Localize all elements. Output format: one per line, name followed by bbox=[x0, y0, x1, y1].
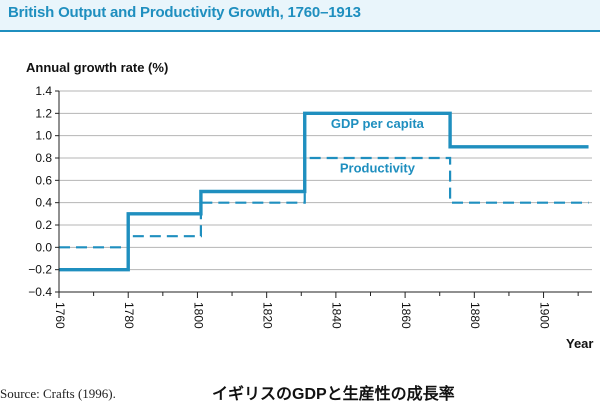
gdp-per-capita-line bbox=[59, 111, 589, 272]
y-tick-label: 1.2 bbox=[35, 106, 52, 120]
y-axis-label: Annual growth rate (%) bbox=[26, 60, 168, 75]
x-tick-label: 1760 bbox=[53, 302, 67, 329]
y-tick-label: −0.2 bbox=[28, 263, 52, 277]
title-bar: British Output and Productivity Growth, … bbox=[0, 0, 600, 32]
x-tick-label: 1860 bbox=[399, 302, 413, 329]
y-tick-label: 1.0 bbox=[35, 129, 52, 143]
series-layer: GDP per capita Productivity bbox=[59, 111, 589, 272]
x-tick-label: 1780 bbox=[122, 302, 136, 329]
gdp-per-capita-label: GDP per capita bbox=[331, 116, 425, 131]
x-tick-label: 1840 bbox=[330, 302, 344, 329]
grid-layer bbox=[59, 90, 592, 293]
y-tick-label: 0.8 bbox=[35, 151, 52, 165]
x-tick-label: 1880 bbox=[468, 302, 482, 329]
x-tick-label: 1820 bbox=[260, 302, 274, 329]
x-tick-label: 1800 bbox=[191, 302, 205, 329]
chart-area: GDP per capita Productivity −0.4 −0.2 0.0 0.… bbox=[26, 60, 593, 351]
productivity-label: Productivity bbox=[340, 161, 416, 176]
y-tick-label: 0.6 bbox=[35, 173, 52, 187]
japanese-caption: イギリスのGDPと生産性の成長率 bbox=[212, 386, 455, 403]
productivity-line bbox=[59, 156, 589, 249]
y-tick-label: 0.4 bbox=[35, 196, 52, 210]
y-tick-label: −0.4 bbox=[28, 285, 52, 299]
y-tick-label: 0.0 bbox=[35, 240, 52, 254]
x-axis-label: Year bbox=[566, 336, 593, 351]
x-tick-label: 1900 bbox=[537, 302, 551, 329]
axis-layer: −0.4 −0.2 0.0 0.2 0.4 0.6 0.8 1.0 1.2 1.4 1760 1780… bbox=[28, 84, 592, 329]
y-tick-label: 0.2 bbox=[35, 218, 52, 232]
y-tick-label: 1.4 bbox=[35, 84, 52, 98]
source-note: Source: Crafts (1996). bbox=[0, 386, 116, 401]
chart-title: British Output and Productivity Growth, … bbox=[8, 4, 361, 21]
